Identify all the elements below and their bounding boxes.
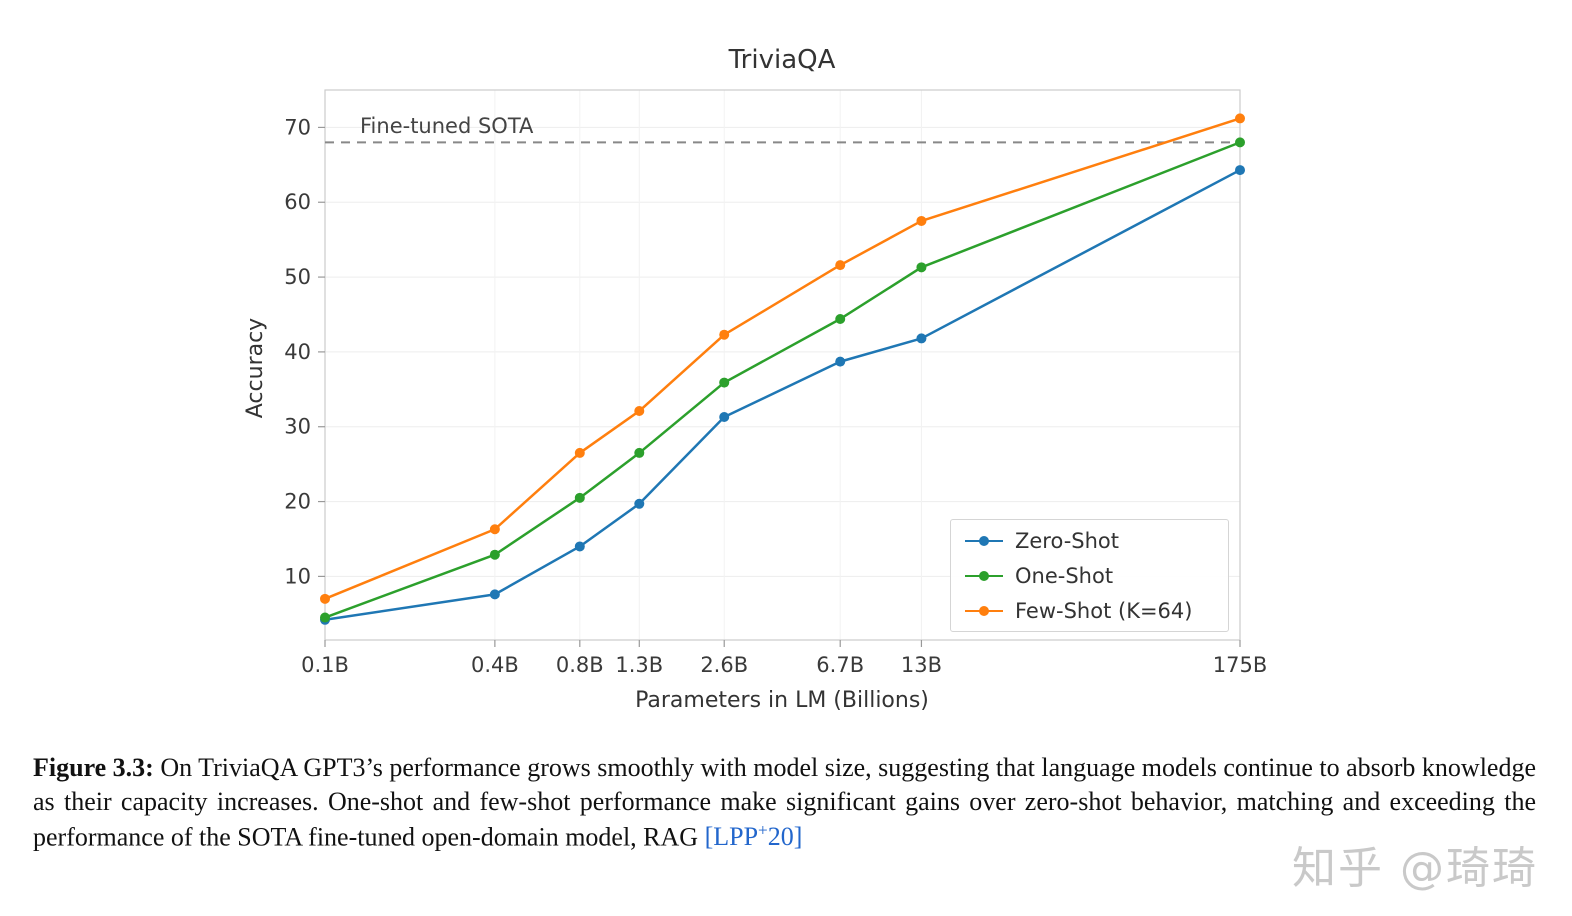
zero-shot-marker-icon	[965, 535, 1003, 547]
svg-text:50: 50	[284, 265, 311, 289]
svg-text:1.3B: 1.3B	[615, 653, 663, 677]
svg-text:6.7B: 6.7B	[816, 653, 864, 677]
chart-figure: 10 20 30 40 50 60 70 0.1B 0.4B 0.8B 1.3B 2.6B 6.7B 13…	[243, 45, 1268, 713]
x-axis-label: Parameters in LM (Billions)	[635, 688, 929, 713]
y-axis-label: Accuracy	[243, 318, 268, 418]
triviaqa-chart: 10 20 30 40 50 60 70 0.1B 0.4B 0.8B 1.3B 2.6B 6.7B 13…	[243, 45, 1268, 713]
legend-item-zero-shot: Zero-Shot	[951, 523, 1228, 558]
svg-text:60: 60	[284, 190, 311, 214]
svg-text:40: 40	[284, 340, 311, 364]
citation-link[interactable]: [LPP+20]	[704, 820, 803, 852]
legend: Zero-Shot One-Shot Few-Shot (K=64)	[950, 519, 1229, 632]
svg-text:30: 30	[284, 415, 311, 439]
sota-line-label: Fine-tuned SOTA	[360, 114, 534, 138]
svg-text:2.6B: 2.6B	[700, 653, 748, 677]
svg-text:20: 20	[284, 490, 311, 514]
svg-text:70: 70	[284, 115, 311, 139]
caption-text: On TriviaQA GPT3’s performance grows smo…	[33, 753, 1536, 852]
figure-caption: Figure 3.3: On TriviaQA GPT3’s performan…	[33, 751, 1536, 855]
svg-text:13B: 13B	[901, 653, 942, 677]
few-shot-marker-icon	[965, 605, 1003, 617]
svg-text:0.1B: 0.1B	[301, 653, 349, 677]
legend-label: Few-Shot (K=64)	[1015, 598, 1193, 623]
legend-item-few-shot: Few-Shot (K=64)	[951, 593, 1228, 628]
svg-text:0.4B: 0.4B	[471, 653, 519, 677]
svg-text:10: 10	[284, 564, 311, 588]
legend-label: One-Shot	[1015, 563, 1114, 588]
chart-title: TriviaQA	[728, 45, 836, 75]
legend-item-one-shot: One-Shot	[951, 558, 1228, 593]
one-shot-marker-icon	[965, 570, 1003, 582]
legend-label: Zero-Shot	[1015, 528, 1120, 553]
figure-label: Figure 3.3:	[33, 753, 154, 782]
plot-layer: 10 20 30 40 50 60 70 0.1B 0.4B 0.8B 1.3B 2.6B 6.7B 13…	[284, 89, 1268, 677]
svg-text:0.8B: 0.8B	[556, 653, 604, 677]
svg-text:175B: 175B	[1213, 653, 1268, 677]
